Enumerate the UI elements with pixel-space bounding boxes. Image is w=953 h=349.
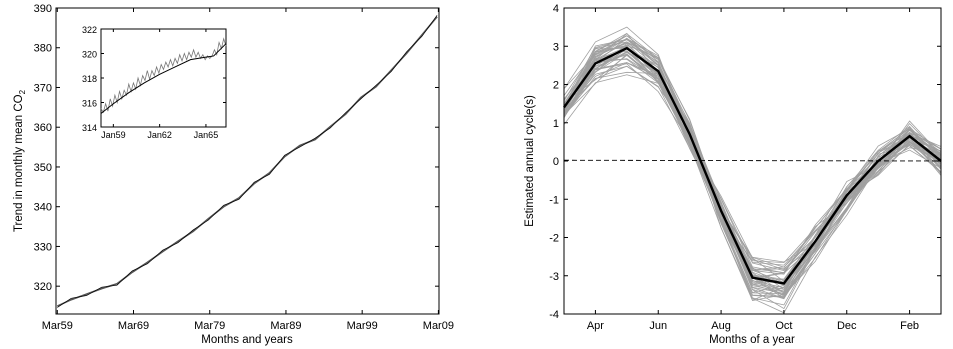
right-lines <box>563 26 942 314</box>
left-y-axis-label-subscript: 2 <box>18 89 27 94</box>
left-x-tick-label: Mar59 <box>42 320 73 332</box>
inset-x-tick-label: Jan62 <box>147 130 172 140</box>
left-observed-line <box>57 15 438 308</box>
co2-trend-chart: Mar59 Mar69 Mar79 Mar89 Mar99 Mar09 320 330 340 3… <box>13 3 454 346</box>
left-y-axis-label: Trend in monthly mean CO2 <box>13 89 27 232</box>
right-y-tick-label: 2 <box>553 80 559 92</box>
inset-y-tick-label: 316 <box>82 99 97 109</box>
left-y-tick-label: 360 <box>34 122 52 134</box>
inset-plot-frame <box>100 28 227 128</box>
right-y-tick-label: 3 <box>553 41 559 53</box>
right-y-tick-label: 1 <box>553 118 559 130</box>
right-ticks: Apr Jun Aug Oct Dec Feb -4 -3 -2 -1 0 1 2 3 4 <box>549 3 942 332</box>
inset-ticks: Jan59 Jan62 Jan65 314 316 318 320 322 <box>82 25 226 140</box>
right-y-axis-label: Estimated annual cycle(s) <box>524 95 536 227</box>
left-x-axis-label: Months and years <box>201 334 293 346</box>
left-y-tick-label: 350 <box>34 162 52 174</box>
right-x-tick-label: Aug <box>711 320 731 332</box>
left-x-tick-label: Mar09 <box>423 320 454 332</box>
right-frame-overlay <box>563 7 942 315</box>
individual-cycle-line <box>563 71 942 272</box>
mean-cycle-line <box>563 46 942 285</box>
right-x-tick-label: Dec <box>837 320 857 332</box>
inset-y-tick-label: 314 <box>82 123 97 133</box>
left-y-tick-label: 320 <box>34 281 52 293</box>
left-y-axis-label-main: Trend in monthly mean CO <box>13 94 25 232</box>
right-x-tick-label: Oct <box>775 320 792 332</box>
individual-cycle-line <box>563 37 942 314</box>
right-y-tick-label: -2 <box>549 233 559 245</box>
left-x-tick-label: Mar99 <box>347 320 378 332</box>
left-x-tick-label: Mar89 <box>270 320 301 332</box>
left-x-tick-label: Mar69 <box>118 320 149 332</box>
left-ticks: Mar59 Mar69 Mar79 Mar89 Mar99 Mar09 320 330 340 3… <box>34 3 454 332</box>
inset-y-tick-label: 318 <box>82 74 97 84</box>
right-x-axis-label: Months of a year <box>709 334 795 346</box>
left-y-tick-label: 370 <box>34 82 52 94</box>
right-y-tick-label: -1 <box>549 194 559 206</box>
left-y-tick-label: 380 <box>34 43 52 55</box>
right-x-tick-label: Jun <box>649 320 667 332</box>
inset-x-tick-label: Jan65 <box>194 130 219 140</box>
inset-lines <box>100 37 227 114</box>
individual-cycle-line <box>563 43 942 294</box>
right-y-tick-label: 0 <box>553 156 559 168</box>
left-x-tick-label: Mar79 <box>194 320 225 332</box>
right-x-tick-label: Apr <box>587 320 604 332</box>
left-lines <box>56 15 438 308</box>
individual-cycle-line <box>563 38 942 298</box>
left-y-tick-label: 330 <box>34 241 52 253</box>
inset-y-tick-label: 320 <box>82 50 97 60</box>
right-y-tick-label: -4 <box>549 309 559 321</box>
left-y-tick-label: 340 <box>34 202 52 214</box>
inset-chart: Jan59 Jan62 Jan65 314 316 318 320 322 <box>82 25 227 140</box>
inset-trend-line <box>100 43 227 114</box>
right-y-tick-label: 4 <box>553 3 559 15</box>
individual-cycle-line <box>563 41 942 310</box>
annual-cycle-chart: Apr Jun Aug Oct Dec Feb -4 -3 -2 -1 0 1 2 3 4 Months o… <box>524 3 942 346</box>
inset-y-tick-label: 322 <box>82 25 97 35</box>
right-x-tick-label: Feb <box>900 320 919 332</box>
left-y-tick-label: 390 <box>34 3 52 15</box>
individual-cycle-line <box>563 45 942 285</box>
inset-observed-line <box>100 37 227 114</box>
individual-cycle-line <box>563 65 942 284</box>
inset-x-tick-label: Jan59 <box>101 130 126 140</box>
right-y-tick-label: -3 <box>549 271 559 283</box>
